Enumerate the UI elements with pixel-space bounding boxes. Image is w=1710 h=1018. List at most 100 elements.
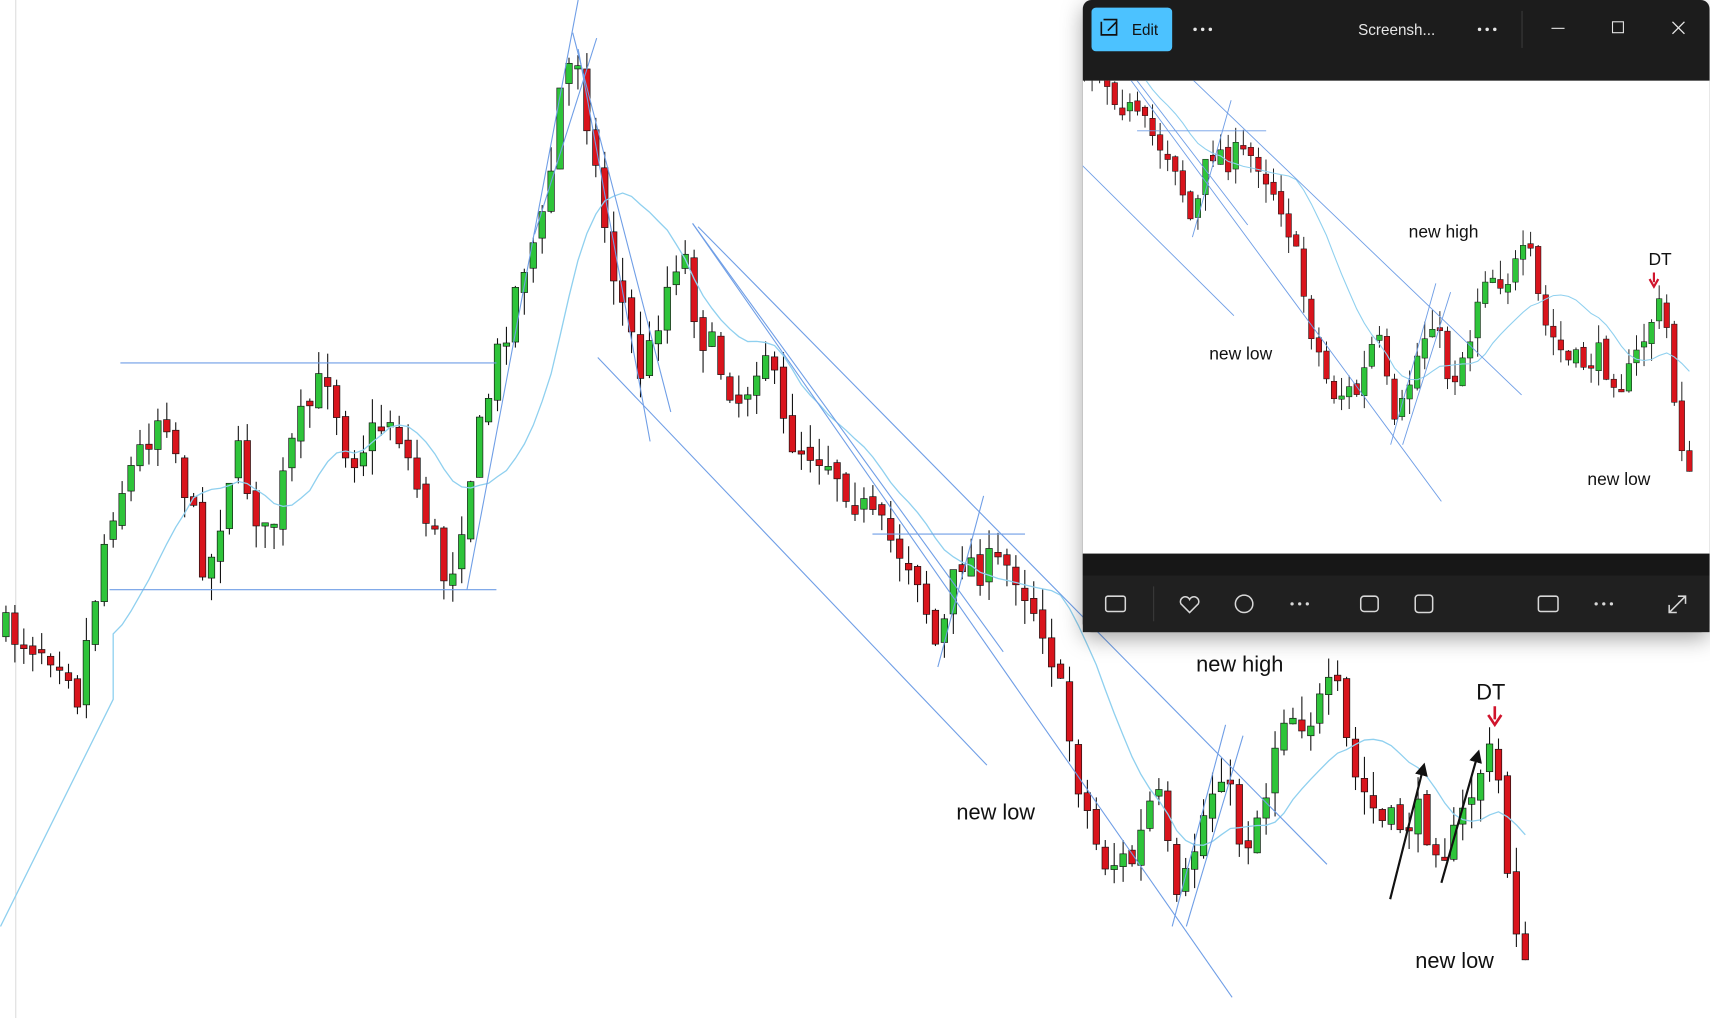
candle-body bbox=[1092, 809, 1100, 845]
more-button[interactable] bbox=[1290, 602, 1309, 606]
candle-body bbox=[181, 457, 189, 499]
candle-body bbox=[940, 618, 948, 643]
candle-body bbox=[1512, 871, 1520, 935]
candle-body bbox=[1235, 784, 1243, 845]
candle-body bbox=[717, 335, 725, 375]
candle-body bbox=[91, 601, 99, 645]
candle-body bbox=[1387, 807, 1395, 825]
candle-body bbox=[1164, 790, 1172, 841]
candle-body bbox=[350, 458, 359, 469]
candle-body bbox=[1503, 775, 1512, 874]
candle-body bbox=[1396, 804, 1404, 831]
moving-average bbox=[0, 192, 1526, 927]
preview-down-arrow bbox=[1648, 272, 1660, 289]
candle-body bbox=[1191, 851, 1199, 870]
candle-body bbox=[297, 405, 305, 442]
window-title: Screensh... bbox=[1358, 22, 1435, 39]
candle-body bbox=[1101, 846, 1109, 870]
candlestick-chart bbox=[0, 0, 1529, 998]
candle-body bbox=[815, 459, 823, 466]
candle-body bbox=[109, 520, 117, 540]
candle-body bbox=[726, 376, 734, 401]
text-actions-button[interactable] bbox=[1414, 594, 1434, 614]
candle-body bbox=[145, 443, 153, 450]
candle-body bbox=[225, 482, 233, 529]
title-more-button[interactable] bbox=[1477, 27, 1497, 32]
favorite-button[interactable] bbox=[1179, 596, 1200, 614]
filmstrip-button[interactable] bbox=[1104, 595, 1127, 613]
more-button[interactable] bbox=[1193, 27, 1213, 32]
candle-body bbox=[440, 527, 448, 582]
candle-body bbox=[55, 666, 64, 671]
bottom-toolbar bbox=[1082, 575, 1710, 633]
main-annotations: new low new high DT new low bbox=[956, 651, 1505, 972]
candle-body bbox=[1360, 778, 1369, 793]
candle-body bbox=[887, 518, 895, 541]
candle-body bbox=[896, 538, 904, 559]
candle-body bbox=[824, 466, 832, 471]
annotation: new high bbox=[1196, 651, 1283, 676]
candle-body bbox=[779, 366, 788, 419]
candle-body bbox=[574, 65, 582, 70]
candle-body bbox=[1289, 717, 1297, 725]
candle-body bbox=[29, 645, 37, 655]
fit-button[interactable] bbox=[1537, 595, 1559, 613]
candle-body bbox=[377, 426, 385, 432]
info-button[interactable] bbox=[1234, 594, 1254, 614]
candle-body bbox=[207, 556, 216, 579]
candle-body bbox=[118, 493, 126, 526]
candle-body bbox=[73, 678, 82, 708]
edit-button[interactable] bbox=[1091, 7, 1173, 52]
candle-body bbox=[663, 286, 671, 331]
candle-body bbox=[699, 317, 707, 351]
candle-body bbox=[958, 564, 966, 572]
candle-body bbox=[1021, 587, 1029, 602]
trend-line bbox=[692, 223, 1004, 653]
candle-body bbox=[744, 394, 752, 400]
close-button[interactable] bbox=[1671, 21, 1685, 35]
annotation: new low bbox=[1415, 948, 1494, 973]
preview-annotation: new low bbox=[1587, 469, 1650, 489]
more-button[interactable] bbox=[1594, 602, 1614, 606]
fullscreen-button[interactable] bbox=[1668, 595, 1687, 614]
candle-body bbox=[1065, 681, 1074, 742]
candle-body bbox=[1414, 798, 1422, 835]
candle-body bbox=[878, 504, 886, 516]
candle-body bbox=[341, 416, 350, 459]
candle-body bbox=[1137, 829, 1145, 866]
candle-body bbox=[994, 552, 1002, 558]
candle-body bbox=[243, 440, 251, 494]
candle-body bbox=[1012, 566, 1020, 586]
candle-body bbox=[1485, 743, 1494, 773]
candle-body bbox=[654, 330, 662, 345]
candle-body bbox=[610, 231, 618, 282]
candle-body bbox=[1298, 719, 1306, 732]
preview-annotation: DT bbox=[1648, 249, 1672, 269]
bottom-gap bbox=[1082, 553, 1710, 576]
candle-body bbox=[1083, 792, 1091, 811]
candle-body bbox=[11, 612, 19, 645]
trend-line bbox=[572, 32, 672, 413]
candle-body bbox=[2, 612, 10, 638]
candle-body bbox=[1351, 738, 1360, 778]
visual-search-button[interactable] bbox=[1359, 595, 1379, 613]
candle-body bbox=[788, 415, 797, 453]
candles bbox=[2, 53, 1529, 961]
candle-body bbox=[1030, 598, 1038, 614]
preview-annotation: new low bbox=[1209, 344, 1272, 364]
candle-body bbox=[520, 272, 528, 293]
maximize-button[interactable] bbox=[1611, 21, 1624, 34]
candle-body bbox=[529, 242, 537, 269]
candle-body bbox=[1146, 800, 1154, 829]
candle-body bbox=[1074, 744, 1083, 795]
candle-body bbox=[1468, 797, 1476, 805]
candle-body bbox=[252, 490, 260, 527]
candle-body bbox=[136, 444, 144, 467]
edit-label[interactable]: Edit bbox=[1132, 22, 1159, 39]
candle-body bbox=[502, 342, 511, 347]
candle-body bbox=[1048, 637, 1056, 668]
candle-body bbox=[1217, 781, 1226, 793]
candle-body bbox=[806, 446, 814, 461]
candle-body bbox=[484, 398, 493, 423]
candle-body bbox=[431, 525, 439, 530]
